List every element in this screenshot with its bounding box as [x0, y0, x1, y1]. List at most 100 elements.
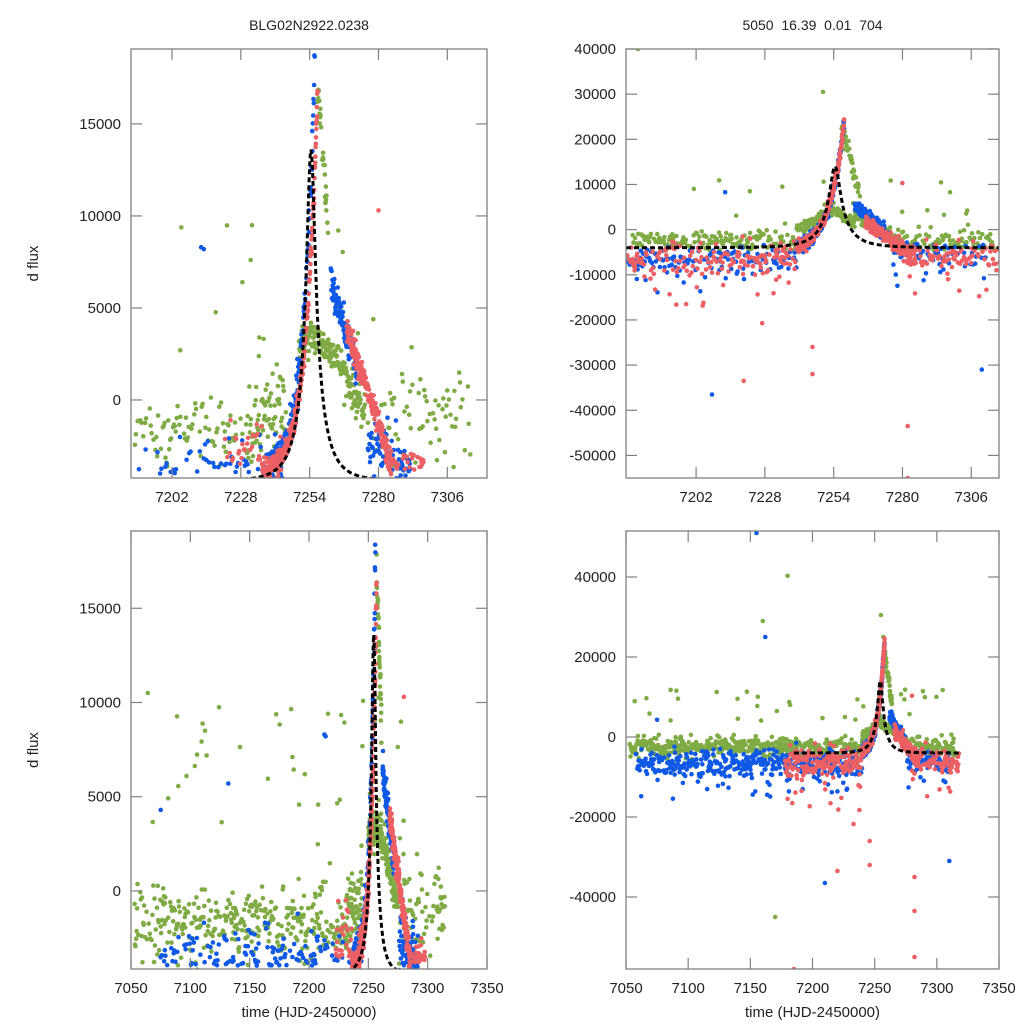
data-point — [313, 135, 319, 140]
data-point — [277, 722, 283, 727]
data-point — [904, 240, 910, 245]
data-point — [939, 263, 944, 269]
data-point — [954, 252, 959, 258]
data-point — [379, 702, 384, 707]
data-point — [537, 209, 542, 214]
data-point — [342, 720, 347, 725]
data-point — [888, 230, 894, 235]
data-point — [648, 231, 654, 237]
data-point — [149, 937, 154, 943]
x-tick-label: 7306 — [955, 489, 988, 506]
data-point — [649, 260, 655, 266]
data-point — [253, 397, 258, 403]
data-point — [318, 944, 323, 950]
data-point — [174, 714, 180, 719]
data-point — [358, 902, 363, 908]
data-point — [200, 721, 205, 726]
data-point — [388, 448, 394, 454]
data-point — [344, 942, 349, 947]
data-point — [232, 420, 238, 425]
data-point — [398, 956, 404, 961]
data-point — [774, 241, 779, 247]
data-point — [402, 914, 408, 920]
data-point — [986, 263, 992, 268]
data-point — [952, 257, 957, 262]
data-point — [156, 919, 161, 925]
data-point — [272, 403, 278, 408]
data-point — [190, 948, 195, 953]
y-tick-label: 40000 — [574, 41, 616, 58]
data-point — [220, 421, 226, 426]
data-point — [371, 316, 376, 322]
data-point — [206, 427, 212, 432]
data-point — [191, 940, 197, 945]
data-point — [375, 436, 381, 441]
x-tick-label: 7306 — [431, 489, 464, 506]
data-point — [925, 208, 930, 213]
data-point — [389, 811, 394, 816]
data-point — [353, 381, 359, 386]
data-point — [316, 922, 322, 928]
data-point — [306, 291, 312, 297]
data-point — [291, 941, 297, 947]
data-point — [165, 915, 171, 920]
data-point — [336, 228, 341, 233]
data-point — [780, 184, 785, 189]
data-point — [340, 915, 346, 920]
data-point — [344, 892, 350, 898]
data-point — [397, 836, 403, 841]
data-point — [428, 440, 433, 446]
data-point — [841, 117, 847, 122]
data-point — [934, 248, 940, 253]
data-point — [648, 276, 653, 281]
data-point — [969, 231, 975, 236]
data-point — [247, 430, 253, 435]
data-point — [793, 259, 798, 265]
data-point — [375, 597, 381, 603]
data-point — [239, 438, 245, 443]
data-point — [979, 367, 985, 372]
data-point — [393, 479, 398, 484]
data-point — [334, 918, 340, 924]
data-point — [424, 398, 430, 404]
data-point — [132, 901, 137, 907]
data-point — [217, 914, 223, 920]
data-point — [240, 960, 246, 966]
data-point — [222, 436, 228, 442]
data-point — [204, 753, 209, 758]
data-point — [321, 331, 326, 337]
data-point — [421, 459, 426, 465]
data-point — [255, 915, 261, 920]
data-point — [348, 895, 354, 901]
data-point — [429, 918, 435, 924]
data-point — [174, 415, 179, 421]
data-point — [460, 397, 465, 402]
data-point — [198, 952, 203, 957]
data-point — [361, 369, 367, 374]
data-point — [273, 414, 278, 420]
data-point — [216, 942, 222, 947]
data-point — [140, 960, 145, 965]
data-point — [312, 160, 318, 166]
data-point — [163, 953, 168, 958]
data-point — [176, 898, 181, 904]
data-point — [626, 253, 630, 258]
data-point — [435, 936, 440, 942]
data-point — [404, 880, 410, 885]
data-point — [292, 906, 297, 912]
data-point — [150, 912, 155, 918]
data-point — [367, 459, 373, 465]
y-tick-label: 0 — [113, 392, 121, 409]
data-point — [687, 253, 693, 259]
data-point — [255, 933, 261, 939]
data-point — [359, 364, 364, 369]
panel-top-right: 7202 7228 7254 7280 7306-50000-40000-30000-2… — [537, 41, 1000, 506]
data-point — [731, 260, 737, 265]
data-point — [349, 871, 355, 876]
data-point — [430, 410, 436, 416]
data-point — [261, 485, 266, 490]
data-point — [675, 273, 680, 279]
data-point — [154, 434, 159, 440]
data-point — [442, 894, 447, 900]
data-point — [227, 450, 232, 456]
